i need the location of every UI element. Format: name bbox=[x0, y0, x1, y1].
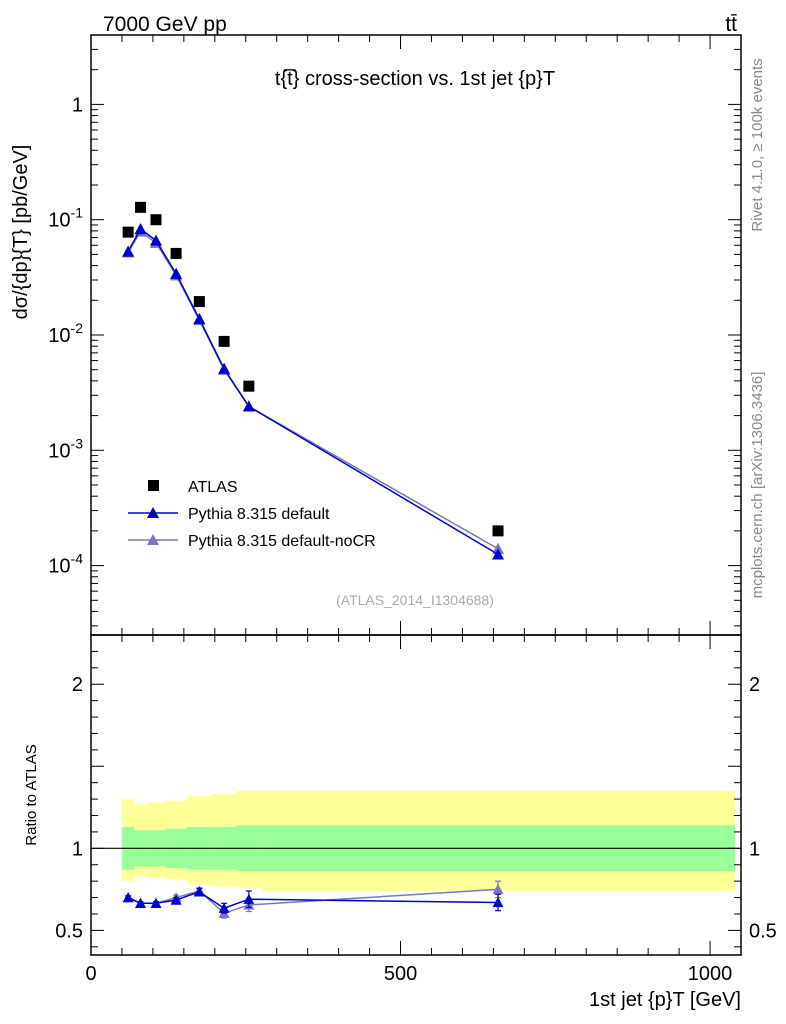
ratio-default-point bbox=[135, 897, 147, 908]
ratio-y-tick-label-right: 1 bbox=[749, 838, 760, 860]
x-tick-label: 1000 bbox=[688, 963, 733, 985]
ratio-default-point bbox=[243, 893, 255, 904]
ratio-default-point bbox=[150, 897, 162, 908]
legend-atlas-marker bbox=[148, 480, 159, 491]
main-y-tick-label: 1 bbox=[72, 94, 83, 116]
atlas-data-point bbox=[170, 247, 182, 259]
atlas-data-point bbox=[193, 296, 205, 308]
main-y-tick-label: 10-3 bbox=[48, 435, 83, 462]
mc-default-point bbox=[242, 400, 255, 412]
ratio-x-ticks: 0 500 1000 bbox=[85, 635, 742, 985]
atlas-data-point bbox=[492, 525, 504, 537]
mc-default-point bbox=[150, 234, 162, 246]
main-panel: 1 10-1 10-2 10-3 10-4 t{t̅} cross-section vs… bbox=[10, 34, 742, 636]
ratio-y-tick-label-left: 0.5 bbox=[55, 920, 83, 942]
energy-label: 7000 GeV pp bbox=[103, 13, 227, 36]
ratio-y-tick-label-right: 0.5 bbox=[749, 920, 777, 942]
mc-default-point bbox=[193, 312, 206, 324]
rivet-version-label: Rivet 4.1.0, ≥ 100k events bbox=[749, 58, 766, 231]
ratio-y-tick-label-right: 2 bbox=[749, 674, 760, 696]
plot-title: t{t̅} cross-section vs. 1st jet {p}T bbox=[275, 68, 555, 90]
main-series bbox=[122, 201, 505, 560]
ratio-default-point bbox=[193, 886, 205, 897]
ratio-y-tick-label-left: 2 bbox=[72, 674, 83, 696]
atlas-data-point bbox=[150, 214, 162, 226]
main-x-ticks bbox=[90, 35, 742, 635]
mc-default-point bbox=[122, 245, 135, 257]
legend-default-label: Pythia 8.315 default bbox=[188, 506, 330, 523]
ratio-default-line bbox=[127, 890, 499, 910]
ratio-series bbox=[122, 880, 504, 919]
x-axis-label: 1st jet {p}T [GeV] bbox=[589, 989, 741, 1011]
main-y-ticks: 1 10-1 10-2 10-3 10-4 bbox=[48, 34, 741, 627]
x-tick-label: 500 bbox=[384, 963, 417, 985]
legend: ATLAS Pythia 8.315 default Pythia 8.315 … bbox=[128, 479, 376, 550]
legend-atlas-label: ATLAS bbox=[188, 479, 238, 496]
legend-default-marker bbox=[147, 507, 159, 518]
main-y-tick-label: 10-2 bbox=[48, 320, 83, 347]
ratio-y-ticks: 0.5 0.5 1 1 2 2 bbox=[55, 650, 777, 948]
ratio-frame bbox=[90, 634, 742, 956]
main-y-label: dσ/{dp}{T} [pb/GeV] bbox=[10, 145, 32, 320]
atlas-data-point bbox=[218, 335, 230, 347]
x-tick-label: 0 bbox=[85, 963, 96, 985]
mc-nocr-point bbox=[492, 542, 505, 554]
mc-default-point bbox=[134, 223, 147, 235]
ratio-default-point bbox=[170, 894, 182, 905]
atlas-data-point bbox=[135, 201, 147, 213]
legend-nocr-label: Pythia 8.315 default-noCR bbox=[188, 533, 376, 550]
ratio-default-point bbox=[218, 902, 230, 913]
mc-nocr-line bbox=[127, 230, 499, 550]
analysis-watermark: (ATLAS_2014_I1304688) bbox=[336, 592, 494, 608]
mc-default-point bbox=[170, 267, 183, 279]
mc-default-point bbox=[492, 548, 505, 560]
ratio-default-point bbox=[122, 892, 134, 903]
atlas-data-point bbox=[122, 226, 134, 238]
mc-default-point bbox=[218, 362, 231, 374]
ratio-default-point bbox=[492, 896, 504, 908]
atlas-data-point bbox=[243, 380, 255, 392]
mcplots-source-label: mcplots.cern.ch [arXiv:1306.3436] bbox=[749, 372, 766, 599]
ratio-panel: 0.5 0.5 1 1 2 2 0 500 1000 Ratio to ATLAS 1st j… bbox=[23, 634, 777, 1011]
main-y-tick-label: 10-4 bbox=[48, 551, 83, 578]
process-label: tt̄ bbox=[725, 13, 737, 36]
ratio-nocr-point bbox=[492, 883, 504, 895]
ratio-y-label: Ratio to ATLAS bbox=[23, 744, 40, 845]
ratio-y-tick-label-left: 1 bbox=[72, 838, 83, 860]
ratio-bands bbox=[121, 790, 736, 891]
legend-nocr-marker bbox=[147, 534, 159, 545]
main-y-tick-label: 10-1 bbox=[48, 205, 83, 232]
